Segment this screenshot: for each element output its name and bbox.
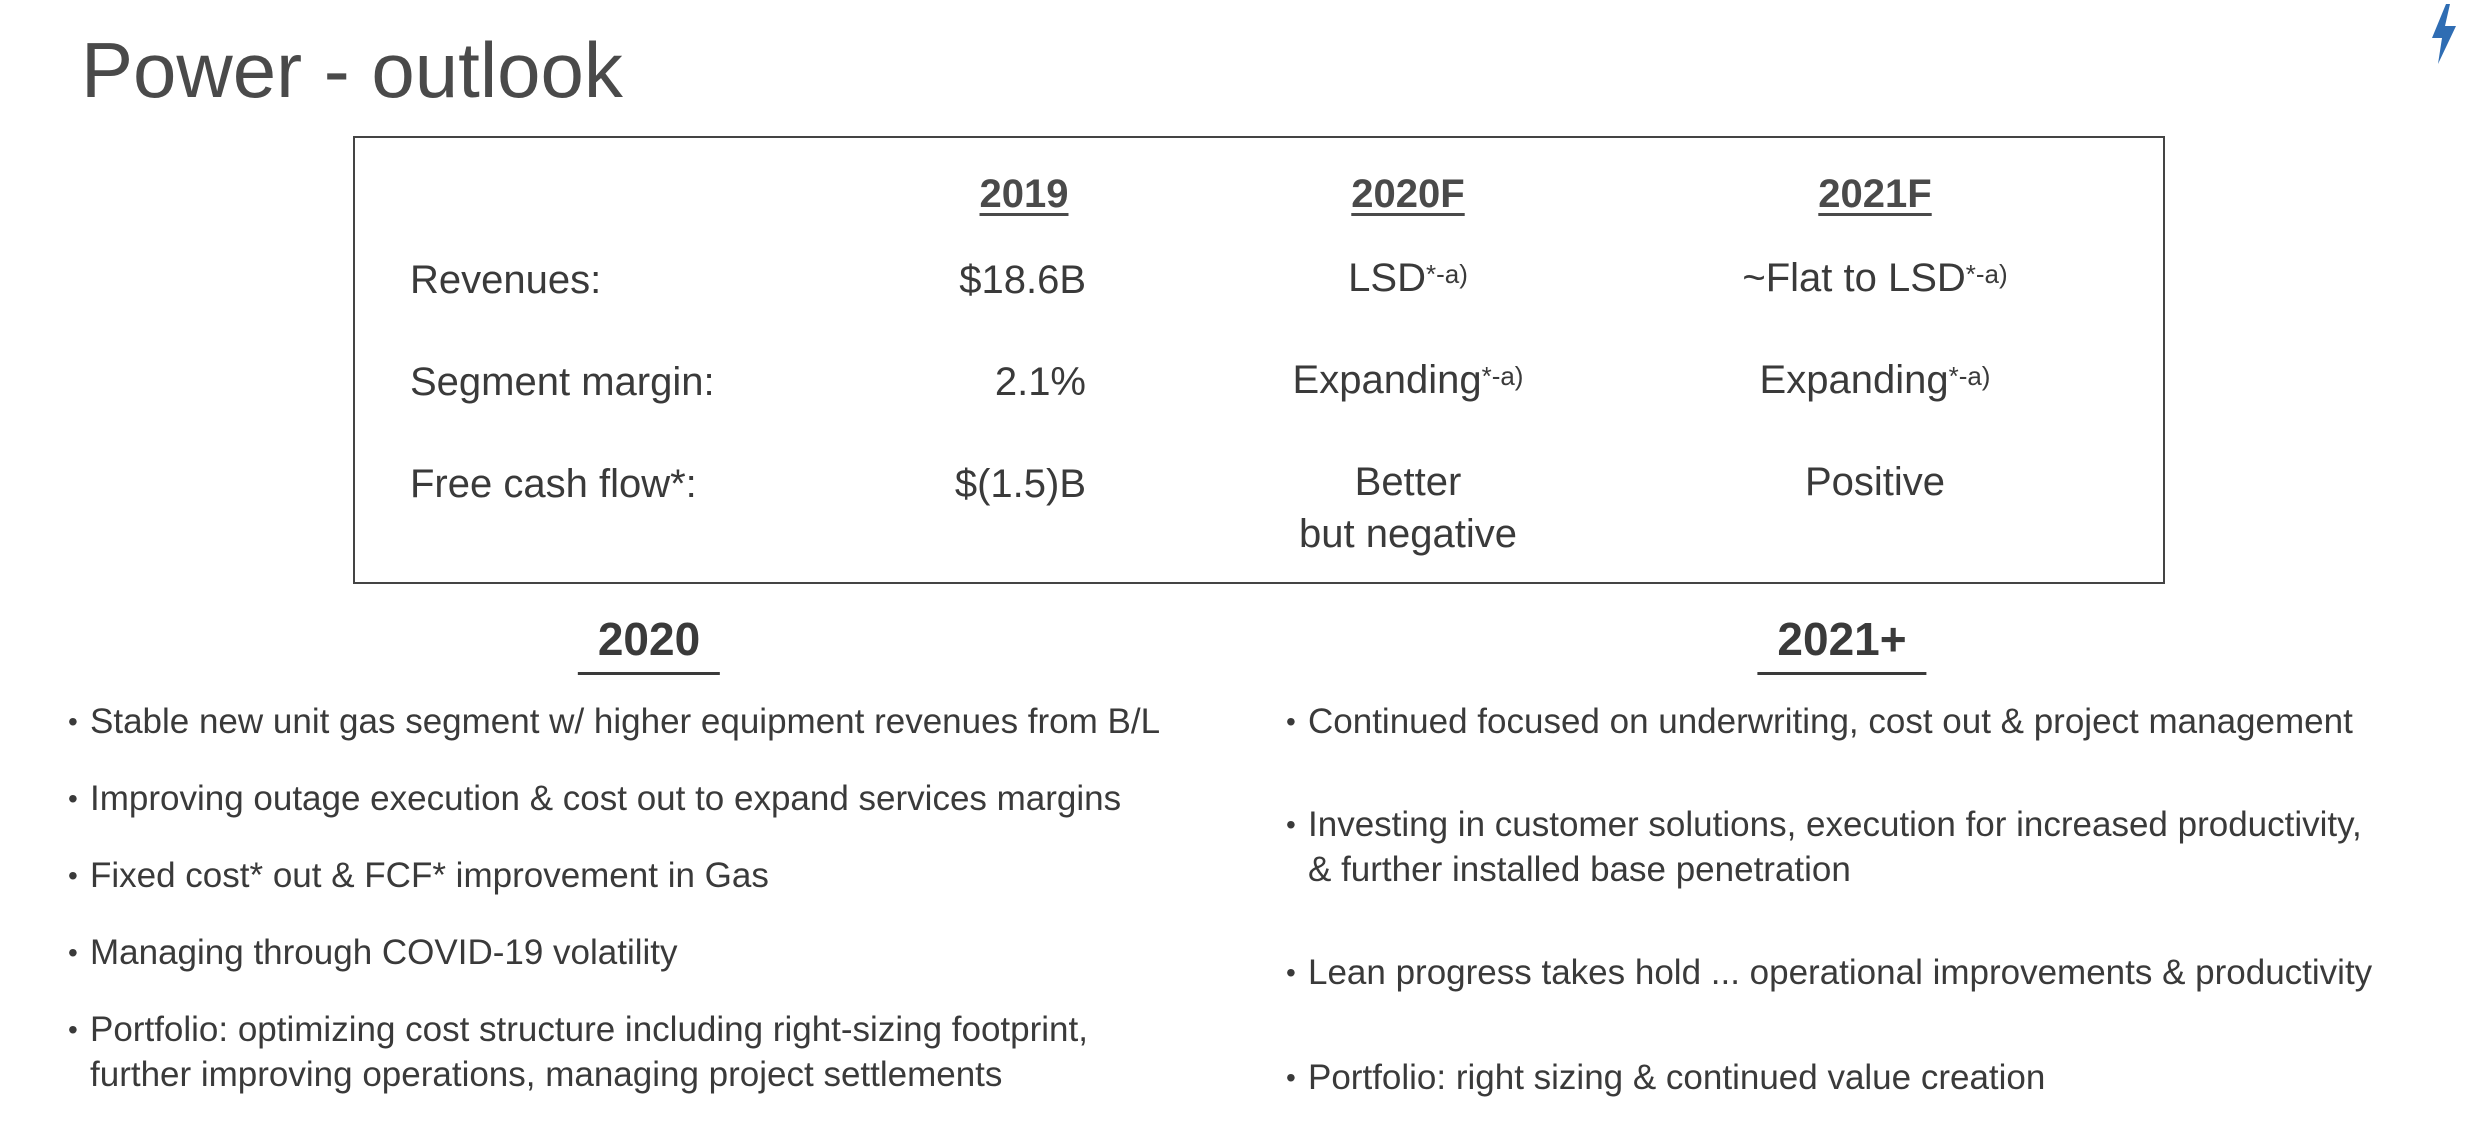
cell-margin-2021f: Expanding*-a) [1760,354,1991,406]
bullet-text: Managing through COVID-19 volatility [90,933,678,972]
section-heading-2021-plus: 2021+ [1757,612,1927,675]
cell-revenues-2020f-value: LSD [1348,256,1426,300]
bullet-item: Portfolio: optimizing cost structure inc… [68,1007,1088,1097]
cell-margin-2021f-value: Expanding [1759,358,1949,402]
cell-fcf-2019: $(1.5)B [954,462,1086,506]
bullet-item: Continued focused on underwriting, cost … [1286,699,2353,744]
cell-revenues-2020f-footnote: *-a) [1425,259,1468,289]
bullet-text: Lean progress takes hold ... operational… [1308,953,2373,992]
cell-margin-2020f: Expanding*-a) [1293,354,1524,406]
bullet-text: Portfolio: right sizing & continued valu… [1308,1058,2046,1097]
outlook-table: 2019 2020F 2021F Revenues: $18.6B LSD*-a… [353,136,2165,584]
bullet-text-continued: & further installed base penetration [1308,850,1851,889]
bullet-text: Investing in customer solutions, executi… [1308,805,2362,844]
bullet-text: Continued focused on underwriting, cost … [1308,702,2353,741]
column-header-2019: 2019 [979,172,1069,216]
bullet-text-continued: further improving operations, managing p… [90,1055,1003,1094]
row-label-free-cash-flow: Free cash flow*: [410,462,697,506]
column-header-2021f: 2021F [1818,172,1932,216]
cell-fcf-2020f-line1: Better [1354,460,1462,504]
bullet-item: Lean progress takes hold ... operational… [1286,950,2372,995]
bullet-text: Stable new unit gas segment w/ higher eq… [90,702,1161,741]
cell-margin-2020f-footnote: *-a) [1481,361,1524,391]
cell-fcf-2020f: Better but negative [1299,456,1517,560]
bullet-item: Investing in customer solutions, executi… [1286,802,2362,892]
lightning-bolt-icon [2432,4,2456,64]
bullet-text: Portfolio: optimizing cost structure inc… [90,1010,1088,1049]
cell-margin-2020f-value: Expanding [1292,358,1482,402]
page-title: Power - outlook [81,26,623,114]
bullet-item: Stable new unit gas segment w/ higher eq… [68,699,1160,744]
cell-revenues-2019: $18.6B [959,258,1086,302]
cell-fcf-2021f: Positive [1804,460,1946,504]
row-label-segment-margin: Segment margin: [410,360,715,404]
section-heading-2020: 2020 [577,612,721,675]
bullet-item: Managing through COVID-19 volatility [68,930,678,975]
cell-revenues-2020f: LSD*-a) [1348,252,1468,304]
bullet-text: Improving outage execution & cost out to… [90,779,1122,818]
cell-revenues-2021f-footnote: *-a) [1965,259,2008,289]
bullet-item: Portfolio: right sizing & continued valu… [1286,1055,2045,1100]
cell-revenues-2021f-value: ~Flat to LSD [1742,256,1966,300]
cell-margin-2021f-footnote: *-a) [1948,361,1991,391]
column-header-2020f: 2020F [1351,172,1465,216]
bullet-item: Improving outage execution & cost out to… [68,776,1121,821]
bullet-text: Fixed cost* out & FCF* improvement in Ga… [90,856,769,895]
cell-revenues-2021f: ~Flat to LSD*-a) [1742,252,2007,304]
row-label-revenues: Revenues: [410,258,602,302]
bullet-item: Fixed cost* out & FCF* improvement in Ga… [68,853,769,898]
cell-fcf-2020f-line2: but negative [1299,512,1517,556]
cell-margin-2019: 2.1% [994,360,1086,404]
